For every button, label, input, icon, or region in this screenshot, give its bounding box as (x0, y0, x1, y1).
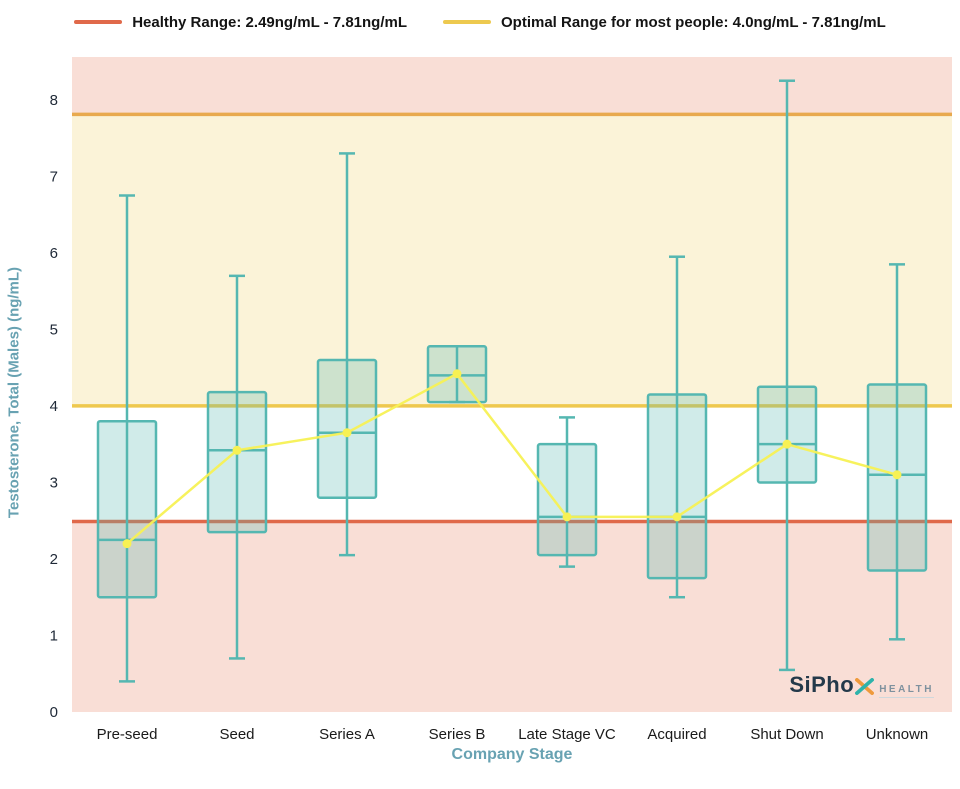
optimal-range-label: Optimal Range for most people: 4.0ng/mL … (501, 13, 886, 31)
boxplot-chart: 0 1 2 3 4 5 6 7 8 Pre-seed Seed Series A Series B Lat… (0, 44, 960, 789)
box-acquired (646, 255, 708, 599)
box-rect (756, 385, 818, 484)
reference-band (72, 57, 952, 115)
y-tick-label: 1 (50, 627, 58, 644)
box-seed (206, 274, 268, 660)
reference-band (72, 114, 952, 406)
box-rect (536, 442, 598, 557)
healthy-range-label: Healthy Range: 2.49ng/mL - 7.81ng/mL (132, 13, 407, 31)
x-category-label: Acquired (647, 726, 706, 743)
legend-item-healthy-range: Healthy Range: 2.49ng/mL - 7.81ng/mL (74, 14, 407, 31)
trend-marker (562, 512, 572, 522)
y-tick-label: 3 (50, 474, 58, 491)
y-tick-label: 5 (50, 321, 58, 338)
box-rect (646, 393, 708, 580)
x-category-label: Seed (219, 726, 254, 743)
box-rect (96, 419, 158, 599)
x-axis-title: Company Stage (451, 746, 573, 763)
x-category-label: Unknown (866, 726, 929, 743)
y-tick-label: 0 (50, 704, 58, 721)
y-tick-label: 2 (50, 551, 58, 568)
x-category-label: Series B (429, 726, 486, 743)
trend-marker (672, 512, 682, 522)
x-category-label: Series A (319, 726, 375, 743)
x-category-label: Pre-seed (97, 726, 158, 743)
logo-health-text: HEALTH (879, 684, 934, 698)
logo-text: SiPho (789, 672, 855, 697)
x-category-label: Late Stage VC (518, 726, 616, 743)
reference-band (72, 521, 952, 712)
trend-marker (452, 369, 462, 379)
trend-line (126, 372, 898, 545)
trend-marker (892, 470, 902, 480)
y-tick-label: 8 (50, 92, 58, 109)
trend-marker (122, 539, 132, 549)
chart-canvas: 0 1 2 3 4 5 6 7 8 Pre-seed Seed Series A Series B Lat… (50, 57, 952, 743)
box-rect (206, 390, 268, 534)
trend-marker (342, 428, 352, 438)
optimal-range-swatch (443, 20, 491, 24)
y-tick-label: 6 (50, 245, 58, 262)
siphox-x-icon (855, 678, 875, 695)
legend-item-optimal-range: Optimal Range for most people: 4.0ng/mL … (443, 14, 886, 31)
legend: Healthy Range: 2.49ng/mL - 7.81ng/mL Opt… (0, 0, 960, 44)
box-shut-down (756, 79, 818, 672)
y-tick-label: 7 (50, 168, 58, 185)
trend-marker (782, 439, 792, 449)
y-tick-label: 4 (50, 398, 58, 415)
x-category-label: Shut Down (750, 726, 823, 743)
healthy-range-swatch (74, 20, 123, 24)
siphox-logo: SiPho HEALTH (789, 672, 934, 698)
reference-band (72, 405, 952, 522)
y-axis-title: Testosterone, Total (Males) (ng/mL) (5, 266, 23, 519)
trend-marker (232, 445, 242, 455)
